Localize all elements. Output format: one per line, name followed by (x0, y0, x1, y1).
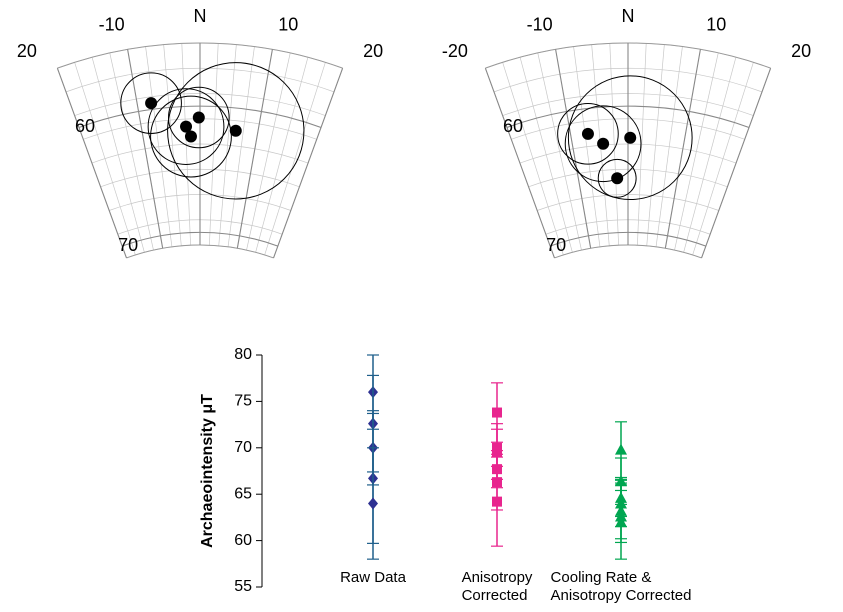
grid-line (56, 67, 127, 259)
y-tick-label: 75 (234, 393, 252, 410)
x-tick-label: 20 (363, 41, 383, 61)
y-axis-label: Archaeointensity μT (199, 394, 216, 548)
grid-line (121, 231, 279, 247)
frame (126, 244, 274, 259)
y-tick-label: 70 (118, 235, 138, 255)
confidence-circle (597, 158, 637, 198)
frame (554, 244, 702, 259)
grid-line (701, 67, 772, 259)
confidence-circle (167, 62, 305, 200)
confidence-circle (150, 95, 232, 178)
x-tick-label: 20 (791, 41, 811, 61)
confidence-circle (564, 105, 642, 183)
x-tick-label: 10 (278, 15, 298, 35)
pole-point (180, 120, 193, 133)
x-tick-label: -10 (527, 15, 553, 35)
grid-line (484, 67, 555, 259)
point (492, 496, 502, 507)
point (368, 497, 378, 510)
confidence-circle (147, 88, 225, 165)
x-tick-label: Anisotropy Corrected (461, 569, 533, 604)
y-tick-label: 60 (75, 116, 95, 136)
x-tick-label: 20 (17, 41, 37, 61)
grid-line (236, 49, 273, 249)
grid-line (78, 105, 322, 128)
grid-line (127, 49, 164, 249)
pole-point (597, 137, 610, 150)
x-tick-label: -10 (99, 15, 125, 35)
x-tick-label: Cooling Rate & Anisotropy Corrected (550, 569, 692, 604)
grid-line (549, 231, 707, 247)
x-tick-label: 10 (706, 15, 726, 35)
grid-line (555, 49, 592, 249)
point (615, 443, 627, 455)
y-tick-label: 60 (234, 532, 252, 549)
confidence-circle (557, 103, 619, 165)
y-tick-label: 55 (234, 578, 252, 595)
pole-point (184, 130, 197, 143)
y-tick-label: 80 (234, 346, 252, 363)
y-tick-label: 65 (234, 485, 252, 502)
pole-point (624, 131, 637, 144)
pole-point (192, 111, 205, 124)
pole-point (581, 127, 594, 140)
point (615, 516, 627, 528)
grid-line (664, 49, 701, 249)
x-tick-label: N (622, 6, 635, 26)
point (492, 407, 502, 418)
pole-point (145, 97, 158, 110)
y-tick-label: 60 (503, 116, 523, 136)
x-tick-label: Raw Data (340, 569, 406, 586)
x-tick-label: -20 (442, 41, 468, 61)
y-tick-label: 70 (546, 235, 566, 255)
x-tick-label: N (194, 6, 207, 26)
grid-line (506, 105, 750, 128)
grid-line (273, 67, 344, 259)
pole-point (229, 124, 242, 137)
pole-point (611, 172, 624, 185)
confidence-circle (567, 75, 693, 201)
y-tick-label: 70 (234, 439, 252, 456)
